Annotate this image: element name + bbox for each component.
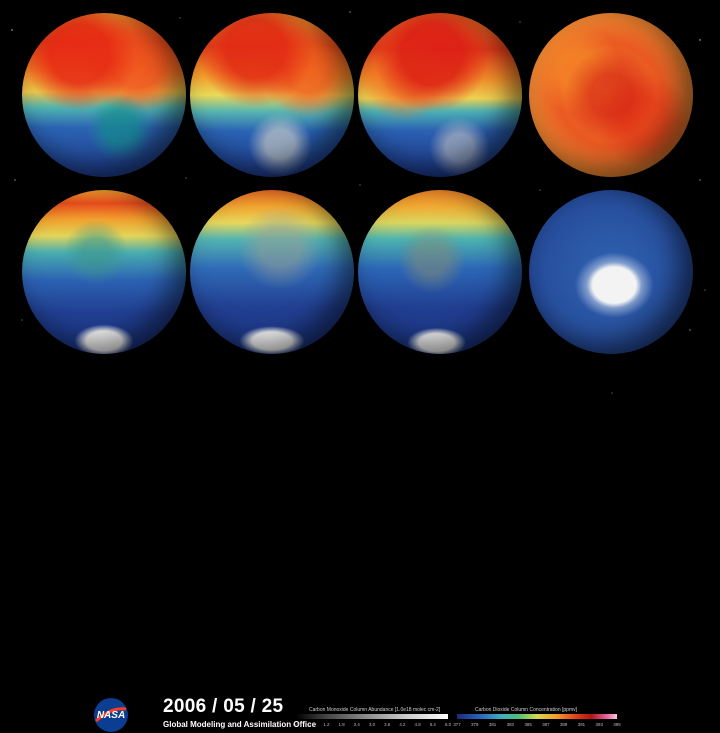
co-scale-bar (296, 714, 448, 719)
globe-asia-australia (358, 13, 522, 177)
globe-africa-europe (190, 13, 354, 177)
co-scale-ticks: 0.0 0.6 1.2 1.8 2.4 3.0 3.6 4.2 4.8 5.4 6.0 (292, 722, 452, 729)
co2-scale-ticks: 377 379 381 383 385 387 389 391 393 395 (453, 722, 621, 729)
globe-north-pole (529, 13, 693, 177)
co2-scale-tick-label: 379 (471, 722, 479, 727)
co2-scale-tick-label: 389 (559, 722, 568, 727)
co-scale-tick-label: 2.4 (353, 722, 360, 727)
co2-scale-tick-label: 383 (506, 722, 514, 727)
co-scale-tick-label: 1.2 (323, 722, 330, 727)
co-scale-tick-label: 1.8 (338, 722, 345, 727)
co-scale-title: Carbon Monoxide Column Abundance [1.0e18… (309, 707, 441, 713)
visualization-stage: NASA 2006 / 05 / 25 Global Modeling and … (0, 11, 720, 732)
svg-text:NASA: NASA (97, 710, 125, 721)
globe-antarctica (529, 190, 693, 354)
globe-north-america (22, 13, 186, 177)
nasa-logo-icon: NASA (94, 698, 128, 732)
co2-scale-tick-label: 393 (595, 722, 603, 727)
globe-australia-south (358, 190, 522, 354)
co-scale-tick-label: 6.0 (444, 722, 452, 727)
footer-panel: NASA 2006 / 05 / 25 Global Modeling and … (0, 342, 720, 732)
co-scale-tick-label: 0.6 (308, 722, 315, 727)
co2-scale-bar (457, 714, 617, 719)
globe-south-america (22, 190, 186, 354)
co-scale-tick-label: 3.6 (384, 722, 391, 727)
co2-scale-title: Carbon Dioxide Column Concentration [ppm… (475, 707, 577, 713)
co-scale-tick-label: 5.4 (429, 722, 436, 727)
globe-africa-south (190, 190, 354, 354)
co2-scale-tick-label: 395 (613, 722, 621, 727)
starfield (11, 11, 706, 394)
co-scale-tick-label: 4.2 (399, 722, 406, 727)
date-label: 2006 / 05 / 25 (163, 696, 284, 717)
co-scale-tick-label: 0.0 (292, 722, 300, 727)
co-scale-tick-label: 4.8 (414, 722, 421, 727)
co-scale-tick-label: 3.0 (368, 722, 376, 727)
co2-scale-tick-label: 381 (488, 722, 497, 727)
co2-scale-tick-label: 377 (453, 722, 461, 727)
co2-scale-tick-label: 387 (542, 722, 550, 727)
co2-scale-tick-label: 385 (524, 722, 532, 727)
co2-scale-tick-label: 391 (577, 722, 586, 727)
